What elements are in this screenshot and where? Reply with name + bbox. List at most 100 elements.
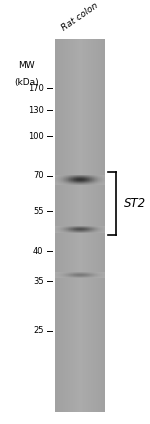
Bar bbox=[83, 175, 84, 176]
Bar bbox=[57, 180, 58, 181]
Bar bbox=[71, 177, 72, 178]
Bar bbox=[69, 180, 70, 181]
Bar bbox=[75, 184, 76, 185]
Bar bbox=[63, 39, 64, 412]
Bar bbox=[79, 178, 80, 179]
Bar bbox=[85, 182, 86, 183]
Bar bbox=[86, 177, 87, 178]
Bar bbox=[72, 177, 73, 178]
Bar bbox=[103, 176, 104, 177]
Bar bbox=[78, 39, 79, 412]
Bar bbox=[58, 176, 59, 177]
Bar bbox=[69, 181, 70, 182]
Bar bbox=[55, 183, 56, 184]
Bar bbox=[90, 175, 91, 176]
Bar bbox=[103, 175, 104, 176]
Bar bbox=[78, 180, 79, 181]
Bar bbox=[91, 184, 92, 185]
Bar bbox=[78, 184, 79, 185]
Bar bbox=[82, 184, 83, 185]
Bar bbox=[67, 184, 68, 185]
Bar bbox=[87, 181, 88, 182]
Bar bbox=[56, 180, 57, 181]
Bar bbox=[69, 39, 70, 412]
Bar bbox=[100, 176, 101, 177]
Bar bbox=[96, 181, 97, 182]
Bar bbox=[63, 182, 64, 183]
Bar bbox=[67, 183, 68, 184]
Bar bbox=[63, 176, 64, 177]
Bar bbox=[71, 176, 72, 177]
Bar bbox=[97, 176, 98, 177]
Bar bbox=[94, 175, 95, 176]
Bar bbox=[96, 184, 97, 185]
Bar bbox=[75, 183, 76, 184]
Bar bbox=[100, 184, 101, 185]
Bar bbox=[65, 179, 66, 180]
Bar bbox=[57, 39, 58, 412]
FancyBboxPatch shape bbox=[55, 39, 105, 412]
Bar bbox=[92, 184, 93, 185]
Bar bbox=[82, 182, 83, 183]
Bar bbox=[101, 178, 102, 179]
Bar bbox=[80, 182, 81, 183]
Bar bbox=[65, 184, 66, 185]
Bar bbox=[67, 178, 68, 179]
Bar bbox=[86, 180, 87, 181]
Bar bbox=[98, 184, 99, 185]
Text: 130: 130 bbox=[28, 106, 44, 115]
Bar bbox=[73, 184, 74, 185]
Bar bbox=[102, 179, 103, 180]
Bar bbox=[93, 183, 94, 184]
Bar bbox=[57, 184, 58, 185]
Bar bbox=[63, 180, 64, 181]
Bar bbox=[75, 177, 76, 178]
Bar bbox=[100, 175, 101, 176]
Bar bbox=[67, 175, 68, 176]
Bar bbox=[86, 178, 87, 179]
Bar bbox=[97, 184, 98, 185]
Bar bbox=[59, 183, 60, 184]
Bar bbox=[81, 182, 82, 183]
Bar bbox=[95, 184, 96, 185]
Bar bbox=[88, 183, 89, 184]
Bar bbox=[94, 180, 95, 181]
Bar bbox=[87, 180, 88, 181]
Bar bbox=[56, 176, 57, 177]
Bar bbox=[75, 180, 76, 181]
Bar bbox=[102, 176, 103, 177]
Bar bbox=[91, 182, 92, 183]
Bar bbox=[103, 39, 104, 412]
Bar bbox=[83, 177, 84, 178]
Bar bbox=[81, 39, 82, 412]
Bar bbox=[70, 176, 71, 177]
Bar bbox=[64, 182, 65, 183]
Bar bbox=[102, 177, 103, 178]
Bar bbox=[86, 176, 87, 177]
Bar bbox=[73, 39, 74, 412]
Bar bbox=[61, 39, 62, 412]
Bar bbox=[87, 177, 88, 178]
Bar bbox=[103, 178, 104, 179]
Bar bbox=[86, 182, 87, 183]
Bar bbox=[56, 178, 57, 179]
Bar bbox=[61, 178, 62, 179]
Bar bbox=[58, 179, 59, 180]
Bar bbox=[96, 179, 97, 180]
Bar bbox=[74, 176, 75, 177]
Bar bbox=[102, 184, 103, 185]
Bar bbox=[64, 179, 65, 180]
Bar bbox=[72, 181, 73, 182]
Bar bbox=[61, 183, 62, 184]
Bar bbox=[81, 177, 82, 178]
Bar bbox=[77, 39, 78, 412]
Bar bbox=[55, 175, 56, 176]
Bar bbox=[65, 180, 66, 181]
Bar bbox=[78, 178, 79, 179]
Bar bbox=[67, 180, 68, 181]
Bar bbox=[97, 182, 98, 183]
Bar bbox=[91, 183, 92, 184]
Bar bbox=[64, 181, 65, 182]
Bar bbox=[84, 178, 85, 179]
Bar bbox=[101, 175, 102, 176]
